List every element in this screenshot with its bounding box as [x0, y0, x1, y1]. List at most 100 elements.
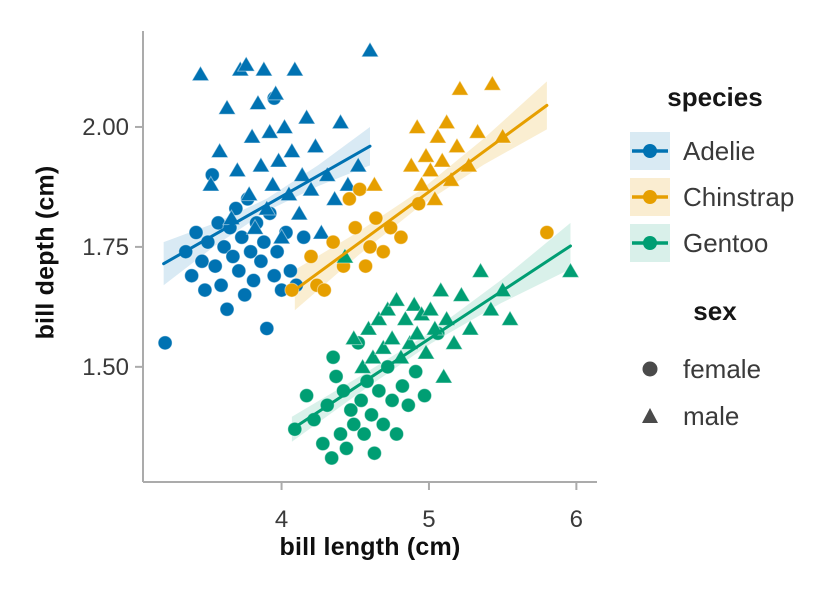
- data-point-gentoo-female: [325, 349, 341, 365]
- data-point-chinstrap-male: [407, 117, 427, 134]
- data-point-gentoo-male: [434, 367, 454, 384]
- legend-label-female: female: [683, 353, 762, 384]
- data-point-gentoo-female: [371, 383, 387, 399]
- legend-label-adelie: Adelie: [683, 135, 756, 166]
- data-point-adelie-female: [213, 277, 229, 293]
- data-point-gentoo-male: [369, 309, 389, 326]
- y-tick-label: 1.75: [82, 234, 129, 261]
- data-point-adelie-female: [234, 229, 250, 245]
- data-point-adelie-male: [331, 113, 350, 130]
- data-point-gentoo-female: [408, 364, 424, 380]
- gentoo-line-circle-icon: [630, 224, 670, 262]
- legend-item-gentoo[interactable]: Gentoo: [630, 224, 768, 262]
- data-point-gentoo-male: [407, 324, 427, 341]
- legend-species-title: species: [667, 82, 763, 112]
- x-tick-label: 6: [570, 506, 583, 533]
- data-point-chinstrap-female: [341, 191, 357, 207]
- data-point-gentoo-female: [346, 416, 362, 432]
- data-point-adelie-male: [217, 98, 237, 115]
- data-point-adelie-female: [157, 335, 173, 351]
- data-point-adelie-female: [194, 253, 210, 269]
- data-point-adelie-male: [201, 175, 221, 192]
- data-point-adelie-female: [219, 301, 235, 317]
- data-point-adelie-male: [260, 122, 280, 139]
- data-point-adelie-male: [242, 127, 262, 144]
- data-point-adelie-female: [225, 249, 241, 264]
- data-point-gentoo-female: [389, 426, 405, 442]
- regression-line-gentoo: [290, 244, 572, 431]
- data-point-gentoo-female: [417, 388, 433, 404]
- data-point-adelie-male: [289, 204, 309, 221]
- data-point-chinstrap-male: [482, 74, 502, 91]
- legend-item-chinstrap[interactable]: Chinstrap: [630, 178, 794, 216]
- male-triangle-icon: [630, 397, 670, 435]
- data-point-chinstrap-female: [393, 229, 409, 245]
- data-point-adelie-male: [191, 65, 210, 82]
- data-point-gentoo-male: [373, 338, 393, 355]
- data-point-gentoo-female: [375, 416, 391, 432]
- data-point-gentoo-male: [404, 295, 424, 312]
- data-point-gentoo-male: [481, 300, 501, 317]
- data-point-gentoo-female: [338, 440, 354, 456]
- data-point-adelie-female: [188, 225, 204, 241]
- data-point-gentoo-male: [471, 261, 490, 278]
- adelie-line-circle-icon: [630, 132, 670, 170]
- data-point-chinstrap-male: [425, 189, 445, 206]
- regression-line-adelie: [162, 144, 372, 266]
- data-point-adelie-female: [231, 263, 247, 279]
- data-point-adelie-male: [285, 60, 305, 77]
- data-point-gentoo-male: [363, 348, 383, 365]
- data-point-chinstrap-female: [325, 234, 341, 250]
- data-point-gentoo-male: [378, 300, 398, 317]
- data-point-gentoo-male: [431, 281, 451, 298]
- data-point-adelie-male: [236, 55, 256, 72]
- data-point-chinstrap-male: [432, 151, 452, 168]
- data-point-adelie-male: [297, 108, 316, 125]
- data-point-gentoo-female: [356, 426, 372, 442]
- data-point-adelie-male: [338, 175, 358, 192]
- data-point-chinstrap-female: [284, 282, 300, 298]
- legend-item-female[interactable]: female: [630, 350, 761, 388]
- legend-label-gentoo: Gentoo: [683, 227, 769, 258]
- data-point-gentoo-female: [353, 392, 369, 408]
- data-point-gentoo-male: [421, 300, 440, 317]
- legend-sex-title: sex: [693, 296, 737, 326]
- data-point-adelie-female: [243, 244, 259, 260]
- data-point-gentoo-male: [500, 309, 520, 326]
- data-point-adelie-male: [311, 223, 331, 240]
- y-tick-label: 1.50: [82, 354, 129, 381]
- data-point-gentoo-male: [437, 309, 457, 326]
- legend-item-male[interactable]: male: [630, 397, 739, 435]
- data-point-gentoo-female: [366, 445, 382, 461]
- x-tick-label: 5: [422, 506, 435, 533]
- data-point-adelie-male: [248, 93, 268, 110]
- data-point-adelie-female: [282, 263, 298, 279]
- data-point-adelie-male: [266, 84, 286, 101]
- data-point-gentoo-female: [384, 392, 400, 408]
- legend-item-adelie[interactable]: Adelie: [630, 132, 755, 170]
- data-point-adelie-female: [207, 258, 223, 274]
- data-point-chinstrap-female: [347, 220, 363, 236]
- data-point-adelie-female: [259, 320, 275, 336]
- data-point-chinstrap-female: [368, 210, 384, 226]
- data-point-adelie-male: [348, 156, 368, 173]
- data-point-gentoo-female: [333, 426, 349, 442]
- data-point-chinstrap-male: [401, 156, 421, 173]
- data-point-gentoo-male: [452, 285, 471, 302]
- data-point-chinstrap-male: [365, 175, 384, 192]
- data-point-adelie-female: [237, 287, 253, 303]
- data-point-chinstrap-male: [437, 113, 457, 130]
- data-point-adelie-male: [306, 137, 325, 154]
- data-point-gentoo-female: [394, 378, 410, 394]
- data-point-gentoo-male: [561, 261, 580, 278]
- data-point-adelie-male: [325, 189, 344, 206]
- data-point-adelie-female: [184, 268, 200, 284]
- data-point-gentoo-male: [460, 319, 480, 336]
- data-point-chinstrap-female: [316, 282, 332, 298]
- data-point-chinstrap-male: [428, 127, 448, 144]
- data-point-gentoo-male: [353, 357, 373, 374]
- data-point-gentoo-male: [416, 343, 436, 360]
- data-point-gentoo-female: [299, 388, 315, 404]
